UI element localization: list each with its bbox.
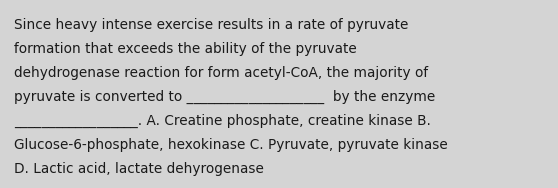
Text: D. Lactic acid, lactate dehyrogenase: D. Lactic acid, lactate dehyrogenase [14, 162, 264, 176]
Text: Since heavy intense exercise results in a rate of pyruvate: Since heavy intense exercise results in … [14, 18, 408, 32]
Text: Glucose-6-phosphate, hexokinase C. Pyruvate, pyruvate kinase: Glucose-6-phosphate, hexokinase C. Pyruv… [14, 138, 448, 152]
Text: __________________. A. Creatine phosphate, creatine kinase B.: __________________. A. Creatine phosphat… [14, 114, 431, 128]
Text: pyruvate is converted to ____________________  by the enzyme: pyruvate is converted to _______________… [14, 90, 435, 104]
Text: formation that exceeds the ability of the pyruvate: formation that exceeds the ability of th… [14, 42, 357, 56]
Text: dehydrogenase reaction for form acetyl-CoA, the majority of: dehydrogenase reaction for form acetyl-C… [14, 66, 428, 80]
